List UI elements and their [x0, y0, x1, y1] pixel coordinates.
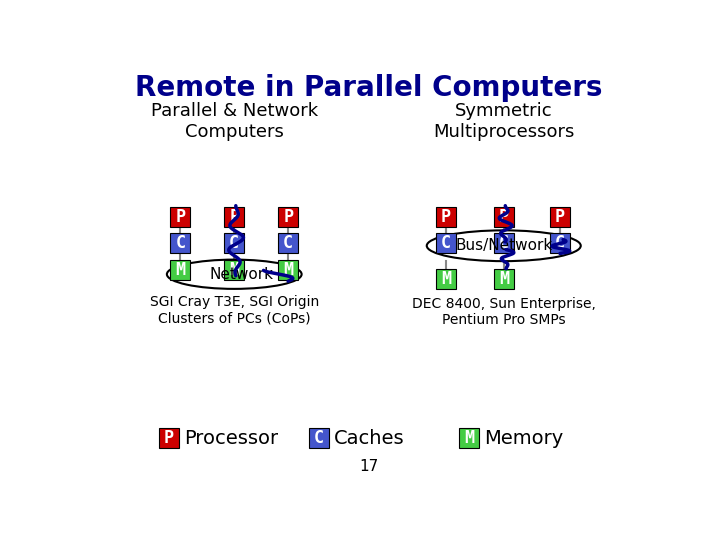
- Text: Processor: Processor: [184, 429, 279, 448]
- FancyBboxPatch shape: [436, 233, 456, 253]
- FancyBboxPatch shape: [459, 428, 479, 448]
- FancyBboxPatch shape: [224, 233, 244, 253]
- FancyBboxPatch shape: [494, 269, 514, 289]
- FancyBboxPatch shape: [309, 428, 329, 448]
- Text: P: P: [499, 208, 509, 226]
- Text: M: M: [176, 261, 185, 279]
- Text: C: C: [176, 234, 185, 252]
- Text: C: C: [283, 234, 293, 252]
- FancyBboxPatch shape: [436, 207, 456, 227]
- FancyBboxPatch shape: [550, 207, 570, 227]
- FancyBboxPatch shape: [278, 233, 298, 253]
- Text: SGI Cray T3E, SGI Origin
Clusters of PCs (CoPs): SGI Cray T3E, SGI Origin Clusters of PCs…: [150, 295, 319, 325]
- FancyBboxPatch shape: [171, 207, 190, 227]
- FancyBboxPatch shape: [159, 428, 179, 448]
- Text: P: P: [555, 208, 565, 226]
- Ellipse shape: [427, 231, 581, 261]
- Text: M: M: [499, 270, 509, 288]
- FancyBboxPatch shape: [436, 269, 456, 289]
- Text: Caches: Caches: [334, 429, 405, 448]
- Text: Memory: Memory: [485, 429, 564, 448]
- Text: Bus/Network: Bus/Network: [455, 238, 552, 253]
- Text: DEC 8400, Sun Enterprise,
Pentium Pro SMPs: DEC 8400, Sun Enterprise, Pentium Pro SM…: [412, 296, 595, 327]
- FancyBboxPatch shape: [224, 207, 244, 227]
- Text: P: P: [441, 208, 451, 226]
- Text: P: P: [283, 208, 293, 226]
- Text: Parallel & Network
Computers: Parallel & Network Computers: [150, 102, 318, 140]
- Text: C: C: [229, 234, 239, 252]
- Text: Network: Network: [210, 267, 274, 282]
- Text: Symmetric
Multiprocessors: Symmetric Multiprocessors: [433, 102, 575, 140]
- FancyBboxPatch shape: [278, 207, 298, 227]
- Ellipse shape: [167, 260, 302, 289]
- Text: M: M: [464, 429, 474, 447]
- Text: M: M: [283, 261, 293, 279]
- Text: C: C: [555, 234, 565, 252]
- Text: Remote in Parallel Computers: Remote in Parallel Computers: [135, 74, 603, 102]
- Text: P: P: [229, 208, 239, 226]
- Text: P: P: [176, 208, 185, 226]
- Text: P: P: [164, 429, 174, 447]
- Text: C: C: [314, 429, 324, 447]
- Text: 17: 17: [359, 459, 379, 474]
- FancyBboxPatch shape: [278, 260, 298, 280]
- Text: M: M: [229, 261, 239, 279]
- FancyBboxPatch shape: [171, 233, 190, 253]
- FancyBboxPatch shape: [494, 207, 514, 227]
- FancyBboxPatch shape: [550, 233, 570, 253]
- Text: C: C: [441, 234, 451, 252]
- FancyBboxPatch shape: [494, 233, 514, 253]
- Text: C: C: [499, 234, 509, 252]
- FancyBboxPatch shape: [171, 260, 190, 280]
- FancyBboxPatch shape: [224, 260, 244, 280]
- Text: M: M: [441, 270, 451, 288]
